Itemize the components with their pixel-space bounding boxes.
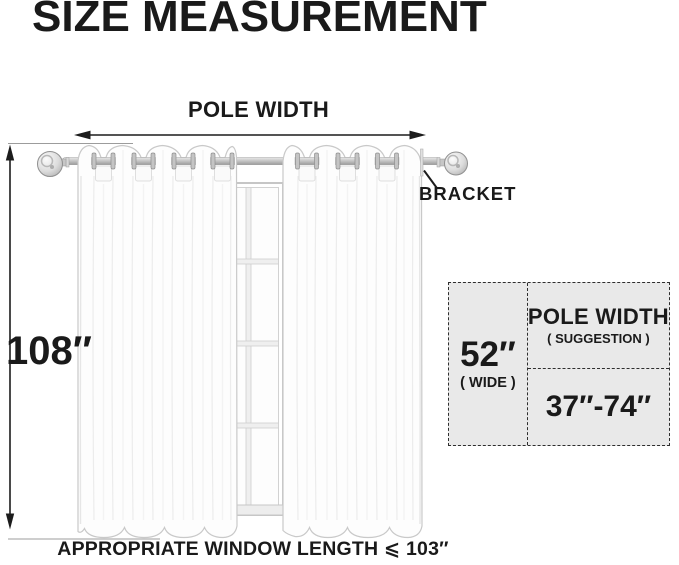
right-curtain-panel xyxy=(282,144,423,539)
panel-width-sub: ( WIDE ) xyxy=(460,375,516,392)
extension-lines xyxy=(8,142,160,540)
window-mullion-vertical xyxy=(245,187,252,506)
panel-width-cell: 52″ ( WIDE ) xyxy=(449,283,528,445)
curtain-length-arrow xyxy=(5,144,15,530)
pole-width-sub: ( SUGGESTION ) xyxy=(547,331,650,346)
page-title: SIZE MEASUREMENT xyxy=(32,0,487,41)
pole-width-suggestion-cell: POLE WIDTH ( SUGGESTION ) xyxy=(527,283,669,369)
window-length-note: APPROPRIATE WINDOW LENGTH ⩽ 103″ xyxy=(57,538,449,560)
right-finial-bracket xyxy=(420,148,468,177)
curtain-fold-lines xyxy=(296,175,414,521)
pole-width-arrow xyxy=(74,130,426,140)
pole-width-title: POLE WIDTH xyxy=(527,304,669,329)
size-spec-box: 52″ ( WIDE ) POLE WIDTH ( SUGGESTION ) 3… xyxy=(448,282,670,446)
panel-width-value: 52″ xyxy=(460,335,516,375)
pole-width-range-cell: 37″-74″ xyxy=(528,369,669,445)
bracket-pointer-line xyxy=(423,169,438,189)
curtain-fold-lines xyxy=(92,175,232,521)
bracket-plate xyxy=(420,148,424,177)
left-finial xyxy=(37,151,70,177)
pole-width-column: POLE WIDTH ( SUGGESTION ) 37″-74″ xyxy=(527,283,669,445)
pole-width-label: POLE WIDTH xyxy=(188,97,330,122)
pole-width-range: 37″-74″ xyxy=(545,390,652,423)
curtain-length-label: 108″ xyxy=(6,329,92,373)
left-curtain-panel xyxy=(77,144,238,539)
bracket-label: BRACKET xyxy=(419,183,517,204)
